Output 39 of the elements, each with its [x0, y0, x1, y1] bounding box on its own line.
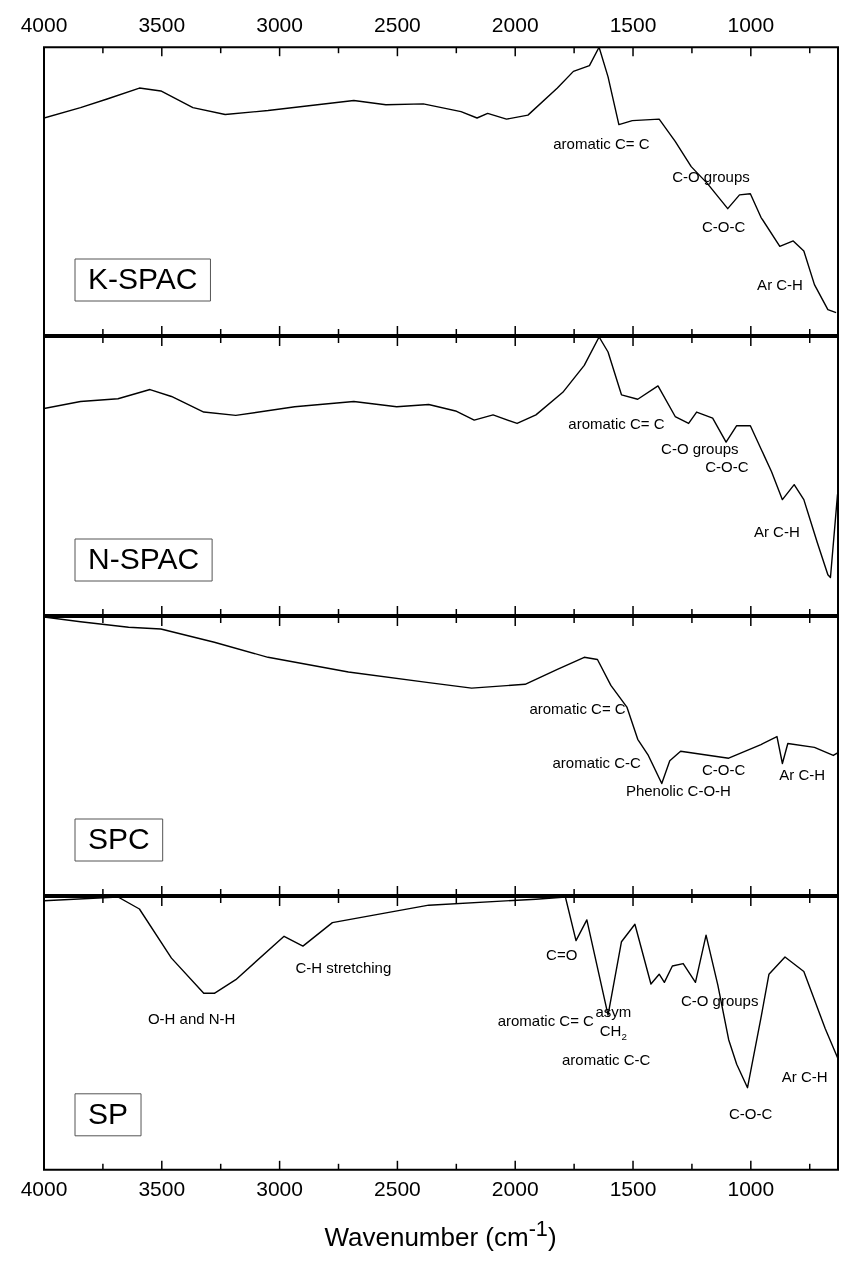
x-tick-label: 1500: [609, 1177, 657, 1201]
annotation: C-O-C: [705, 457, 749, 475]
annotation: C-O-C: [729, 1104, 773, 1122]
annotation: C-O groups: [672, 168, 750, 185]
annotation: C-O-C: [702, 217, 746, 235]
x-tick-label: 3000: [256, 1177, 303, 1201]
x-tick-label: 2000: [491, 13, 539, 37]
annotation: C-O groups: [661, 440, 739, 458]
text: SPC: [88, 822, 150, 856]
text: K-SPAC: [88, 262, 198, 296]
x-tick-label: 4000: [20, 1177, 68, 1201]
text: SP: [88, 1097, 129, 1131]
x-tick-label: 1500: [609, 13, 657, 37]
x-tick-label: 3500: [138, 13, 186, 37]
x-tick-label: 2500: [374, 13, 421, 37]
x-tick-label: 2500: [374, 1177, 421, 1201]
annotation: aromatic C-C: [552, 753, 641, 771]
x-tick-label: 3500: [138, 1177, 186, 1201]
annotation: C=O: [546, 945, 578, 963]
x-tick-label: 4000: [20, 13, 68, 37]
x-axis-title: Wavenumber (cm$^{-1}$): [323, 1216, 558, 1253]
annotation: Ar C-H: [781, 1068, 828, 1086]
annotation: aromatic C= C: [529, 699, 626, 717]
annotation: aromatic C= C: [568, 415, 665, 433]
x-tick-label: 1000: [727, 13, 775, 37]
annotation: aromatic C= C: [553, 135, 650, 153]
annotation: Ar C-H: [779, 765, 826, 783]
text: N-SPAC: [88, 542, 200, 576]
x-tick-label: 3000: [256, 13, 303, 37]
annotation: aromatic C-C: [561, 1050, 651, 1068]
x-tick-label: 2000: [491, 1177, 539, 1201]
x-tick-label: 1000: [727, 1177, 775, 1201]
annotation: Ar C-H: [757, 275, 803, 293]
annotation: C-O-C: [702, 760, 746, 778]
annotation: C-H stretching: [295, 958, 392, 976]
annotation: O-H and N-H: [147, 1009, 236, 1027]
annotation: aromatic C= C: [497, 1012, 595, 1030]
annotation: Phenolic C-O-H: [625, 782, 731, 800]
annotation: Ar C-H: [753, 523, 800, 541]
